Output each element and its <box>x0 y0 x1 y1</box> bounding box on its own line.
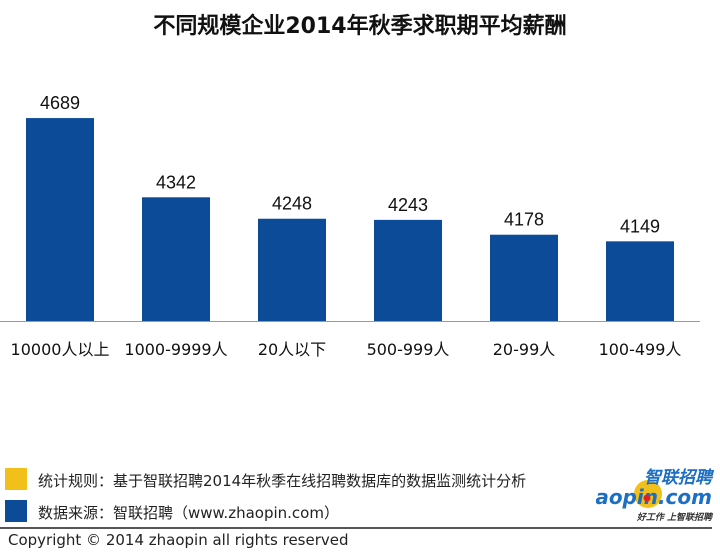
bar <box>490 234 558 321</box>
data-label: 4342 <box>156 172 196 192</box>
legend-source-text: 数据来源：智联招聘（www.zhaopin.com） <box>38 504 339 522</box>
svg-text:zhaopin.com: zhaopin.com <box>596 485 712 509</box>
footer-divider <box>0 527 712 529</box>
zhaopin-logo: 智联招聘 zhaopin.com 好工作 上智联招聘 <box>596 468 714 523</box>
bar <box>26 118 94 322</box>
svg-text:智联招聘: 智联招聘 <box>644 468 714 488</box>
data-label: 4178 <box>504 210 544 230</box>
legend-rule-text: 统计规则：基于智联招聘2014年秋季在线招聘数据库的数据监测统计分析 <box>38 472 527 490</box>
bar <box>374 219 442 321</box>
data-label: 4243 <box>388 195 428 215</box>
legend-swatch-blue <box>5 500 27 522</box>
bar-chart: 4689 10000人以上 4342 1000-9999人 4248 20人以下 4243 5… <box>0 93 700 359</box>
legend-swatch-yellow <box>5 468 27 490</box>
bar <box>606 241 674 321</box>
data-label: 4149 <box>620 216 660 236</box>
data-label: 4248 <box>272 194 312 214</box>
bar <box>258 218 326 321</box>
svg-text:好工作 上智联招聘: 好工作 上智联招聘 <box>636 512 714 523</box>
x-tick-label: 20人以下 <box>258 340 326 359</box>
copyright-text: Copyright © 2014 zhaopin all rights rese… <box>8 531 349 549</box>
chart-title: 不同规模企业2014年秋季求职期平均薪酬 <box>153 14 567 39</box>
x-tick-label: 10000人以上 <box>11 340 110 359</box>
x-tick-label: 20-99人 <box>493 340 556 359</box>
x-tick-label: 500-999人 <box>367 340 450 359</box>
bar <box>142 197 210 321</box>
data-label: 4689 <box>40 93 80 113</box>
x-tick-label: 100-499人 <box>599 340 682 359</box>
x-tick-label: 1000-9999人 <box>124 340 227 359</box>
